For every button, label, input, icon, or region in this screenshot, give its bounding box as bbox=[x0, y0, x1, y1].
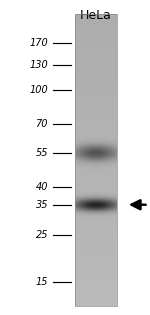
Text: 70: 70 bbox=[36, 119, 48, 129]
Bar bbox=[75, 14, 117, 306]
Text: 55: 55 bbox=[36, 148, 48, 158]
Text: 25: 25 bbox=[36, 230, 48, 240]
Text: 35: 35 bbox=[36, 200, 48, 210]
Text: 40: 40 bbox=[36, 182, 48, 192]
Text: 100: 100 bbox=[29, 85, 48, 95]
Text: HeLa: HeLa bbox=[80, 9, 112, 22]
Text: 170: 170 bbox=[29, 37, 48, 48]
Text: 130: 130 bbox=[29, 60, 48, 70]
Text: 15: 15 bbox=[36, 277, 48, 287]
